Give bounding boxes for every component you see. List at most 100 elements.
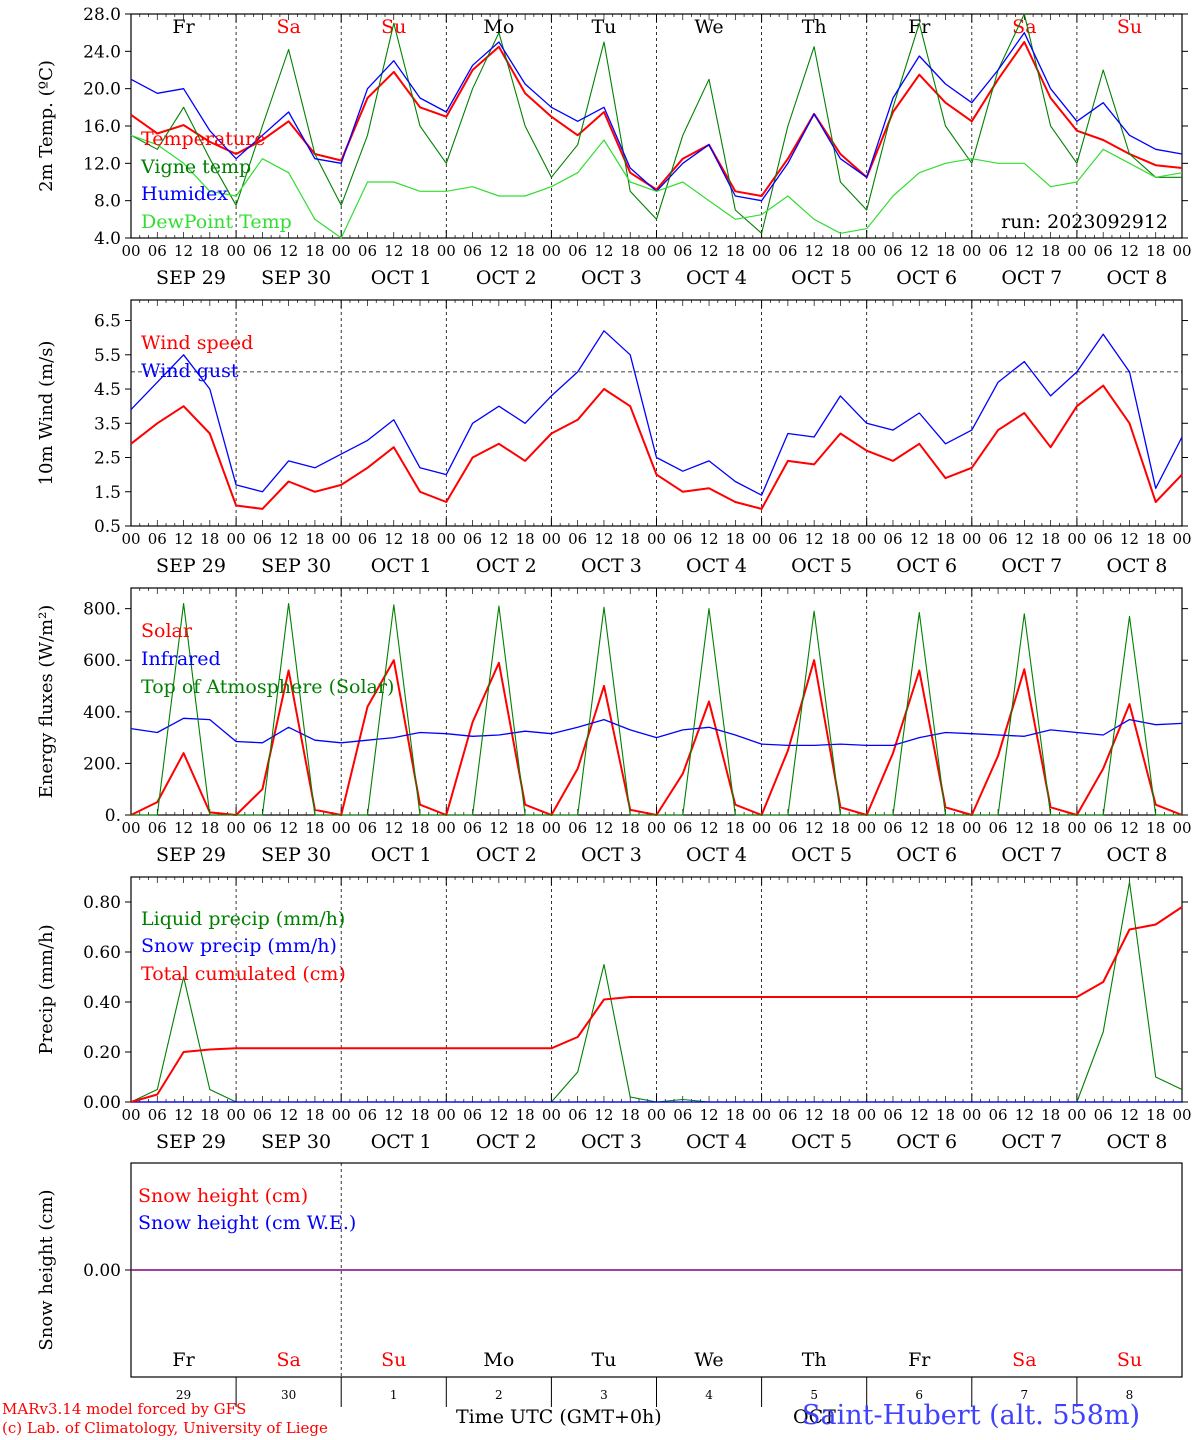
y-tick-label: 0.80 [83, 893, 121, 913]
x-hour-label: 18 [200, 242, 219, 260]
x-hour-label: 06 [253, 819, 272, 837]
day-name-bottom: Su [1117, 1349, 1142, 1371]
day-name-bottom: Fr [172, 1349, 195, 1371]
x-hour-label: 18 [1146, 530, 1165, 548]
day-name-top: We [694, 16, 723, 38]
x-hour-label: 12 [805, 242, 824, 260]
day-number: 6 [915, 1388, 923, 1402]
x-hour-label: 06 [148, 530, 167, 548]
x-hour-label: 00 [332, 1106, 351, 1124]
x-hour-label: 00 [1172, 530, 1191, 548]
x-date-label: OCT 8 [1106, 267, 1167, 289]
x-hour-label: 18 [305, 1106, 324, 1124]
x-hour-label: 18 [516, 1106, 535, 1124]
x-date-label: OCT 3 [581, 1131, 642, 1153]
x-hour-label: 00 [752, 242, 771, 260]
x-hour-label: 00 [227, 242, 246, 260]
x-hour-label: 12 [910, 242, 929, 260]
y-tick-label: 6.5 [94, 312, 121, 332]
run-label: run: 2023092912 [1001, 211, 1168, 233]
x-hour-label: 18 [936, 530, 955, 548]
x-hour-label: 12 [279, 530, 298, 548]
y-tick-label: 0.00 [83, 1093, 121, 1113]
x-hour-label: 00 [332, 242, 351, 260]
x-hour-label: 18 [1146, 819, 1165, 837]
x-hour-label: 12 [700, 242, 719, 260]
x-hour-label: 18 [1146, 1106, 1165, 1124]
x-hour-label: 06 [253, 242, 272, 260]
x-date-label: SEP 29 [156, 555, 226, 577]
x-date-label: OCT 6 [896, 1131, 957, 1153]
x-hour-label: 00 [542, 242, 561, 260]
x-hour-label: 00 [1067, 819, 1086, 837]
credit-line-1: MARv3.14 model forced by GFS [2, 1400, 247, 1418]
x-hour-label: 06 [463, 1106, 482, 1124]
x-hour-label: 18 [621, 530, 640, 548]
x-hour-label: 18 [516, 819, 535, 837]
x-hour-label: 00 [542, 530, 561, 548]
x-hour-label: 06 [778, 242, 797, 260]
x-hour-label: 12 [489, 242, 508, 260]
x-hour-label: 00 [1067, 1106, 1086, 1124]
x-hour-label: 06 [778, 530, 797, 548]
x-hour-label: 06 [358, 242, 377, 260]
legend-snow-precip-mm-h-: Snow precip (mm/h) [141, 935, 337, 957]
x-hour-label: 18 [410, 242, 429, 260]
x-hour-label: 06 [568, 819, 587, 837]
x-hour-label: 18 [305, 242, 324, 260]
x-hour-label: 18 [621, 819, 640, 837]
x-date-label: OCT 4 [686, 1131, 747, 1153]
y-tick-label: 800. [83, 600, 121, 620]
x-hour-label: 06 [568, 530, 587, 548]
x-hour-label: 12 [1015, 1106, 1034, 1124]
x-hour-label: 18 [200, 819, 219, 837]
x-hour-label: 18 [1041, 242, 1060, 260]
x-hour-label: 18 [831, 242, 850, 260]
x-hour-label: 00 [437, 242, 456, 260]
legend-wind-gust: Wind gust [141, 360, 239, 382]
x-hour-label: 06 [1094, 819, 1113, 837]
day-name-bottom: Fr [908, 1349, 931, 1371]
x-date-label: OCT 7 [1001, 844, 1062, 866]
x-hour-label: 00 [332, 530, 351, 548]
x-hour-label: 18 [410, 819, 429, 837]
x-hour-label: 00 [1067, 242, 1086, 260]
legend-solar: Solar [141, 620, 193, 642]
x-hour-label: 00 [227, 1106, 246, 1124]
day-name-bottom: Sa [1012, 1349, 1036, 1371]
x-hour-label: 00 [857, 1106, 876, 1124]
x-hour-label: 06 [673, 530, 692, 548]
x-date-label: SEP 30 [261, 267, 331, 289]
station-label: Saint-Hubert (alt. 558m) [802, 1400, 1141, 1431]
x-hour-label: 18 [936, 242, 955, 260]
x-date-label: OCT 7 [1001, 267, 1062, 289]
x-hour-label: 06 [148, 819, 167, 837]
y-tick-label: 24.0 [83, 42, 121, 62]
x-hour-label: 00 [121, 530, 140, 548]
x-hour-label: 06 [989, 819, 1008, 837]
x-hour-label: 12 [1015, 530, 1034, 548]
x-hour-label: 18 [621, 1106, 640, 1124]
legend-top-of-atmosphere-solar-: Top of Atmosphere (Solar) [141, 676, 394, 698]
x-hour-label: 00 [437, 1106, 456, 1124]
x-hour-label: 12 [1120, 1106, 1139, 1124]
x-hour-label: 06 [883, 242, 902, 260]
x-hour-label: 00 [752, 530, 771, 548]
x-hour-label: 00 [121, 242, 140, 260]
x-date-label: OCT 2 [476, 1131, 537, 1153]
x-hour-label: 12 [174, 819, 193, 837]
x-date-label: SEP 29 [156, 1131, 226, 1153]
x-date-label: OCT 6 [896, 844, 957, 866]
x-hour-label: 00 [227, 530, 246, 548]
x-date-label: OCT 4 [686, 267, 747, 289]
x-date-label: OCT 4 [686, 844, 747, 866]
legend-liquid-precip-mm-h-: Liquid precip (mm/h) [141, 908, 345, 930]
x-date-label: OCT 1 [371, 267, 432, 289]
x-date-label: OCT 3 [581, 844, 642, 866]
x-hour-label: 06 [358, 1106, 377, 1124]
x-date-label: OCT 8 [1106, 844, 1167, 866]
day-name-top: Mo [483, 16, 514, 38]
x-hour-label: 00 [647, 819, 666, 837]
day-number: 29 [176, 1388, 191, 1402]
x-hour-label: 18 [516, 530, 535, 548]
